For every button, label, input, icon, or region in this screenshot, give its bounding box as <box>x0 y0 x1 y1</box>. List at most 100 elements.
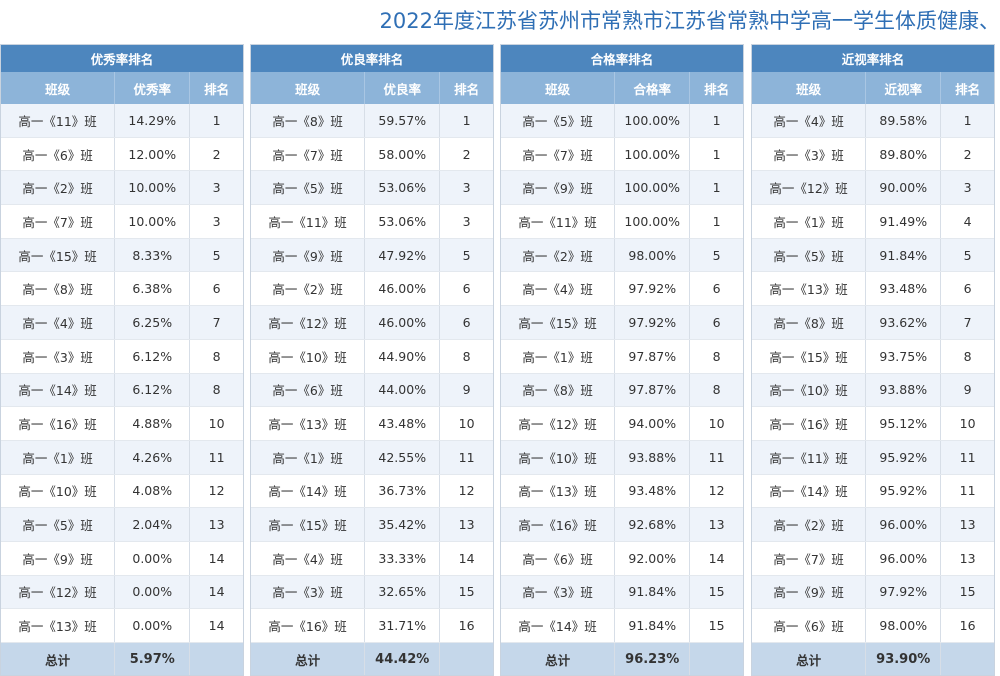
total-label: 总计 <box>1 642 116 675</box>
total-rank-empty <box>689 642 743 675</box>
rank-cell: 8 <box>940 339 994 374</box>
rank-cell: 14 <box>189 575 243 610</box>
table-row: 高一《3》班 6.12% 8 <box>1 339 243 374</box>
column-header[interactable]: 优秀率 <box>114 72 191 104</box>
class-name-cell: 高一《4》班 <box>752 104 867 138</box>
panel-title: 合格率排名 <box>501 45 743 72</box>
column-header[interactable]: 班级 <box>501 72 616 104</box>
class-name-cell: 高一《9》班 <box>1 541 116 576</box>
rate-cell: 59.57% <box>364 104 441 138</box>
rank-cell: 6 <box>189 271 243 307</box>
rate-cell: 12.00% <box>114 137 191 172</box>
rank-cell: 1 <box>689 170 743 206</box>
column-header[interactable]: 班级 <box>752 72 867 104</box>
rate-cell: 47.92% <box>364 238 441 273</box>
class-name-cell: 高一《10》班 <box>752 373 867 408</box>
class-name-cell: 高一《3》班 <box>752 137 867 172</box>
rate-cell: 4.08% <box>114 474 191 509</box>
table-row: 高一《3》班 89.80% 2 <box>752 137 994 172</box>
column-header[interactable]: 排名 <box>439 72 493 104</box>
rate-cell: 96.00% <box>865 507 942 542</box>
column-header[interactable]: 合格率 <box>614 72 691 104</box>
class-name-cell: 高一《16》班 <box>501 507 616 542</box>
rate-cell: 90.00% <box>865 170 942 206</box>
column-header[interactable]: 排名 <box>689 72 743 104</box>
class-name-cell: 高一《6》班 <box>752 608 867 643</box>
column-header[interactable]: 排名 <box>940 72 994 104</box>
column-header[interactable]: 班级 <box>251 72 366 104</box>
table-row: 高一《16》班 4.88% 10 <box>1 406 243 441</box>
table-row: 高一《6》班 92.00% 14 <box>501 541 743 576</box>
rank-cell: 11 <box>189 440 243 475</box>
rank-cell: 9 <box>940 373 994 408</box>
rate-cell: 93.62% <box>865 305 942 340</box>
rate-cell: 91.84% <box>614 608 691 643</box>
class-name-cell: 高一《15》班 <box>501 305 616 340</box>
column-header[interactable]: 班级 <box>1 72 116 104</box>
rank-cell: 15 <box>439 575 493 610</box>
column-header[interactable]: 排名 <box>189 72 243 104</box>
rank-cell: 11 <box>940 474 994 509</box>
rate-cell: 31.71% <box>364 608 441 643</box>
rank-cell: 11 <box>940 440 994 475</box>
table-row: 高一《3》班 91.84% 15 <box>501 575 743 610</box>
rate-cell: 33.33% <box>364 541 441 576</box>
excellent-rate-panel: 优秀率排名 班级 优秀率 排名 高一《11》班 14.29% 1 高一《6》班 12.00% 2 高… <box>0 44 244 676</box>
column-header[interactable]: 优良率 <box>364 72 441 104</box>
table-row: 高一《12》班 0.00% 14 <box>1 575 243 610</box>
rank-cell: 2 <box>439 137 493 172</box>
class-name-cell: 高一《5》班 <box>251 170 366 206</box>
class-name-cell: 高一《4》班 <box>251 541 366 576</box>
class-name-cell: 高一《16》班 <box>251 608 366 643</box>
rate-cell: 91.49% <box>865 204 942 239</box>
rate-cell: 36.73% <box>364 474 441 509</box>
panel-title: 优秀率排名 <box>1 45 243 72</box>
page-title: 2022年度江苏省苏州市常熟市江苏省常熟中学高一学生体质健康、 <box>379 9 1000 33</box>
table-row: 高一《12》班 46.00% 6 <box>251 305 493 340</box>
rate-cell: 58.00% <box>364 137 441 172</box>
class-name-cell: 高一《4》班 <box>1 305 116 340</box>
class-name-cell: 高一《10》班 <box>501 440 616 475</box>
class-name-cell: 高一《2》班 <box>1 170 116 206</box>
rank-cell: 13 <box>689 507 743 542</box>
table-row: 高一《1》班 42.55% 11 <box>251 440 493 475</box>
rank-cell: 15 <box>940 575 994 610</box>
class-name-cell: 高一《7》班 <box>752 541 867 576</box>
class-name-cell: 高一《1》班 <box>251 440 366 475</box>
table-row: 高一《9》班 100.00% 1 <box>501 170 743 206</box>
total-value: 96.23% <box>614 642 691 675</box>
table-row: 高一《15》班 35.42% 13 <box>251 507 493 542</box>
table-row: 高一《12》班 94.00% 10 <box>501 406 743 441</box>
column-header[interactable]: 近视率 <box>865 72 942 104</box>
class-name-cell: 高一《16》班 <box>752 406 867 441</box>
total-value: 93.90% <box>865 642 942 675</box>
class-name-cell: 高一《14》班 <box>501 608 616 643</box>
table-row: 高一《7》班 96.00% 13 <box>752 541 994 576</box>
total-value: 5.97% <box>114 642 191 675</box>
rank-cell: 12 <box>189 474 243 509</box>
rate-cell: 92.00% <box>614 541 691 576</box>
class-name-cell: 高一《10》班 <box>1 474 116 509</box>
table-row: 高一《2》班 46.00% 6 <box>251 271 493 307</box>
rank-cell: 5 <box>689 238 743 273</box>
rank-cell: 8 <box>689 339 743 374</box>
class-name-cell: 高一《5》班 <box>752 238 867 273</box>
ranking-table: 优秀率排名 班级 优秀率 排名 高一《11》班 14.29% 1 高一《6》班 12.00% 2 高… <box>1 45 243 675</box>
table-row: 高一《13》班 93.48% 6 <box>752 271 994 307</box>
table-row: 高一《5》班 53.06% 3 <box>251 170 493 206</box>
rank-cell: 1 <box>689 204 743 239</box>
class-name-cell: 高一《14》班 <box>1 373 116 408</box>
table-row: 高一《11》班 100.00% 1 <box>501 204 743 239</box>
rank-cell: 5 <box>189 238 243 273</box>
rank-cell: 3 <box>940 170 994 206</box>
table-row: 高一《6》班 98.00% 16 <box>752 608 994 643</box>
class-name-cell: 高一《16》班 <box>1 406 116 441</box>
rank-cell: 1 <box>439 104 493 138</box>
ranking-table: 优良率排名 班级 优良率 排名 高一《8》班 59.57% 1 高一《7》班 58.00% 2 高一… <box>251 45 493 675</box>
table-row: 高一《7》班 100.00% 1 <box>501 137 743 172</box>
class-name-cell: 高一《1》班 <box>1 440 116 475</box>
total-row: 总计 5.97% <box>1 642 243 675</box>
table-row: 高一《4》班 33.33% 14 <box>251 541 493 576</box>
rank-cell: 13 <box>940 507 994 542</box>
good-rate-panel: 优良率排名 班级 优良率 排名 高一《8》班 59.57% 1 高一《7》班 58.00% 2 高一… <box>250 44 494 676</box>
